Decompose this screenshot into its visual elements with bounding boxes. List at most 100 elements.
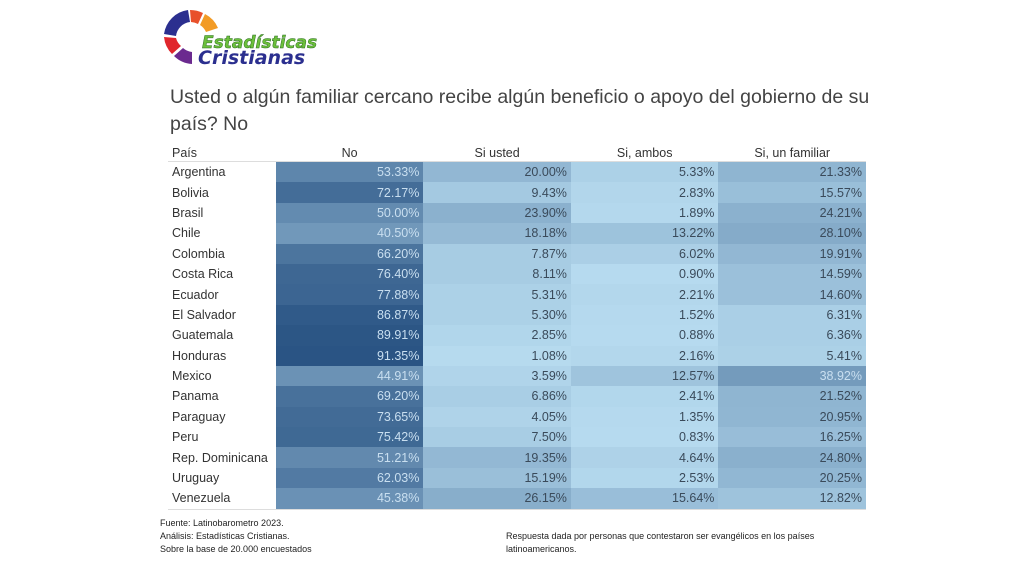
heat-cell-si-usted: 3.59% (423, 365, 571, 387)
logo-icon: Estadísticas Cristianas (164, 9, 317, 69)
heat-cell-si-usted: 5.30% (423, 304, 571, 326)
table-row: Paraguay 73.65% 4.05% 1.35% 20.95% (168, 406, 866, 428)
table-row: Venezuela 45.38% 26.15% 15.64% 12.82% (168, 488, 866, 510)
country-label: Bolivia (168, 182, 276, 203)
heat-cell-si-ambos: 2.53% (570, 467, 719, 489)
country-label: Brasil (168, 202, 276, 224)
heat-cell-si-usted: 19.35% (423, 447, 571, 468)
chart-title: Usted o algún familiar cercano recibe al… (170, 86, 870, 135)
table-row: Argentina 53.33% 20.00% 5.33% 21.33% (168, 161, 866, 183)
table-row: Rep. Dominicana 51.21% 19.35% 4.64% 24.80% (168, 447, 866, 468)
heat-cell-si-usted: 4.05% (423, 406, 571, 428)
heat-cell-si-usted: 8.11% (423, 263, 571, 285)
table-row: Mexico 44.91% 3.59% 12.57% 38.92% (168, 365, 866, 387)
heat-cell-no: 51.21% (275, 447, 424, 468)
table-row: Honduras 91.35% 1.08% 2.16% 5.41% (168, 345, 866, 366)
heat-cell-no: 62.03% (275, 467, 424, 489)
heat-cell-si-familiar: 5.41% (718, 345, 866, 366)
heat-cell-si-ambos: 12.57% (570, 365, 719, 387)
table-row: Bolivia 72.17% 9.43% 2.83% 15.57% (168, 182, 866, 203)
heat-cell-si-familiar: 21.52% (718, 386, 866, 407)
heat-cell-si-ambos: 1.35% (570, 406, 719, 428)
heat-cell-si-ambos: 4.64% (570, 447, 719, 468)
heat-cell-si-ambos: 2.41% (570, 386, 719, 407)
heat-cell-si-familiar: 38.92% (718, 365, 866, 387)
heat-cell-no: 66.20% (275, 243, 424, 264)
country-label: Venezuela (168, 488, 276, 510)
table-row: Ecuador 77.88% 5.31% 2.21% 14.60% (168, 284, 866, 305)
heat-cell-no: 45.38% (275, 488, 424, 510)
heat-cell-si-usted: 7.87% (423, 243, 571, 264)
country-label: Honduras (168, 345, 276, 366)
table-row: Costa Rica 76.40% 8.11% 0.90% 14.59% (168, 263, 866, 285)
country-label: Chile (168, 223, 276, 244)
heat-cell-si-familiar: 14.60% (718, 284, 866, 305)
heat-cell-si-usted: 15.19% (423, 467, 571, 489)
country-label: Mexico (168, 365, 276, 387)
column-header-no: No (275, 145, 424, 162)
footer-line: Sobre la base de 20.000 encuestados (160, 544, 312, 554)
heat-cell-no: 53.33% (275, 161, 424, 183)
heatmap-table: País No Si usted Si, ambos Si, un famili… (168, 145, 866, 510)
country-label: El Salvador (168, 304, 276, 326)
heat-cell-si-usted: 1.08% (423, 345, 571, 366)
table-row: Peru 75.42% 7.50% 0.83% 16.25% (168, 427, 866, 448)
header-row: País No Si usted Si, ambos Si, un famili… (168, 145, 866, 162)
column-header-si-familiar: Si, un familiar (718, 145, 866, 162)
heat-cell-si-usted: 2.85% (423, 325, 571, 346)
heat-cell-si-familiar: 12.82% (718, 488, 866, 510)
svg-text:Cristianas: Cristianas (198, 47, 305, 69)
heat-cell-si-usted: 23.90% (423, 202, 571, 224)
country-label: Guatemala (168, 325, 276, 346)
country-label: Colombia (168, 243, 276, 264)
heat-cell-no: 89.91% (275, 325, 424, 346)
heat-cell-si-ambos: 5.33% (570, 161, 719, 183)
heat-cell-si-usted: 18.18% (423, 223, 571, 244)
heat-cell-no: 50.00% (275, 202, 424, 224)
heat-cell-si-familiar: 19.91% (718, 243, 866, 264)
heat-cell-si-usted: 20.00% (423, 161, 571, 183)
heat-cell-si-familiar: 6.36% (718, 325, 866, 346)
heat-cell-no: 86.87% (275, 304, 424, 326)
heat-cell-si-familiar: 20.95% (718, 406, 866, 428)
heat-cell-si-usted: 7.50% (423, 427, 571, 448)
table-row: Chile 40.50% 18.18% 13.22% 28.10% (168, 223, 866, 244)
heat-cell-si-ambos: 0.83% (570, 427, 719, 448)
table-row: Brasil 50.00% 23.90% 1.89% 24.21% (168, 202, 866, 224)
heat-cell-no: 72.17% (275, 182, 424, 203)
table-row: Colombia 66.20% 7.87% 6.02% 19.91% (168, 243, 866, 264)
heat-cell-si-familiar: 16.25% (718, 427, 866, 448)
column-header-si-usted: Si usted (423, 145, 571, 162)
heat-cell-si-familiar: 21.33% (718, 161, 866, 183)
table-row: El Salvador 86.87% 5.30% 1.52% 6.31% (168, 304, 866, 326)
heat-cell-no: 73.65% (275, 406, 424, 428)
footer-note: Respuesta dada por personas que contesta… (506, 531, 815, 554)
heat-cell-si-ambos: 0.88% (570, 325, 719, 346)
heat-cell-si-familiar: 24.80% (718, 447, 866, 468)
table-row: Uruguay 62.03% 15.19% 2.53% 20.25% (168, 467, 866, 489)
heat-cell-si-ambos: 2.21% (570, 284, 719, 305)
heat-cell-si-ambos: 15.64% (570, 488, 719, 510)
heat-cell-si-familiar: 15.57% (718, 182, 866, 203)
country-label: Uruguay (168, 467, 276, 489)
heat-cell-si-familiar: 24.21% (718, 202, 866, 224)
heat-cell-si-ambos: 6.02% (570, 243, 719, 264)
footer-line: Fuente: Latinobarometro 2023. (160, 518, 284, 528)
heat-cell-si-usted: 26.15% (423, 488, 571, 510)
column-header-si-ambos: Si, ambos (570, 145, 719, 162)
heat-cell-si-ambos: 0.90% (570, 263, 719, 285)
country-label: Costa Rica (168, 263, 276, 285)
footer-source: Fuente: Latinobarometro 2023. Análisis: … (160, 517, 312, 556)
heat-cell-si-familiar: 6.31% (718, 304, 866, 326)
table-row: Guatemala 89.91% 2.85% 0.88% 6.36% (168, 325, 866, 346)
logo: Estadísticas Cristianas (158, 6, 348, 70)
heat-cell-si-ambos: 1.52% (570, 304, 719, 326)
heat-cell-no: 40.50% (275, 223, 424, 244)
column-header-country: País (168, 145, 276, 162)
heat-cell-si-familiar: 20.25% (718, 467, 866, 489)
heat-cell-si-ambos: 13.22% (570, 223, 719, 244)
heat-cell-no: 91.35% (275, 345, 424, 366)
country-label: Paraguay (168, 406, 276, 428)
heat-cell-si-usted: 6.86% (423, 386, 571, 407)
country-label: Rep. Dominicana (168, 447, 276, 468)
